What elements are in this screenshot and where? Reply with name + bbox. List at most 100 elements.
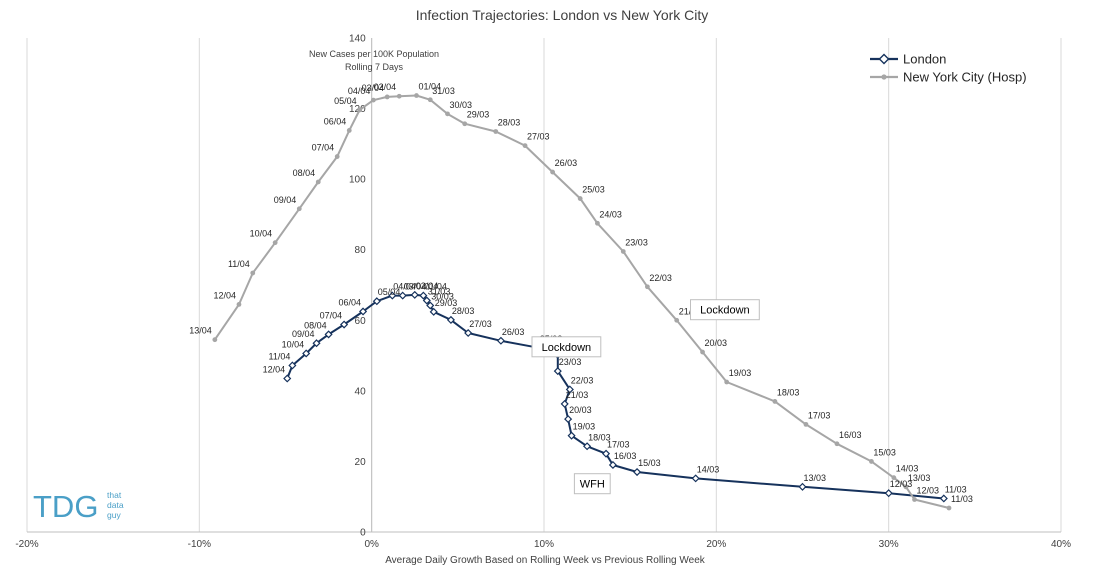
london-point-marker	[464, 328, 473, 338]
nyc-series-line	[213, 94, 950, 509]
london-point-label: 29/03	[435, 298, 458, 308]
nyc-point-label: 04/04	[348, 86, 371, 96]
annotation-label: Lockdown	[542, 342, 592, 354]
annotation-label: Lockdown	[700, 305, 750, 317]
london-point-label: 22/03	[571, 375, 594, 385]
london-point-label: 11/04	[269, 352, 291, 362]
nyc-point-marker	[834, 441, 840, 447]
london-point-label: 15/03	[638, 458, 661, 468]
y-tick-label: 100	[349, 175, 366, 186]
nyc-point-marker	[334, 154, 340, 159]
london-point-marker	[601, 449, 611, 458]
legend-london-marker	[878, 53, 890, 65]
london-point-label: 17/03	[607, 440, 630, 450]
london-point-label: 11/03	[945, 485, 967, 495]
london-point-label: 13/03	[804, 473, 827, 483]
nyc-point-marker	[772, 399, 778, 404]
london-point-marker	[553, 367, 562, 376]
london-point-marker	[798, 482, 807, 491]
nyc-point-marker	[250, 270, 256, 276]
note-line-1: New Cases per 100K Population	[309, 49, 439, 59]
london-point-label: 30/03	[431, 292, 454, 302]
point-labels-layer: 11/0312/0313/0314/0315/0316/0317/0318/03…	[189, 82, 973, 505]
nyc-point-label: 03/04	[362, 83, 385, 93]
nyc-point-marker	[550, 169, 556, 175]
annotation-box	[573, 473, 611, 495]
nyc-point-marker	[493, 129, 499, 134]
nyc-point-marker	[370, 97, 376, 103]
logo-word-2: data	[107, 500, 124, 510]
london-point-label: 26/03	[502, 327, 525, 337]
nyc-point-label: 25/03	[582, 185, 605, 195]
annotation-lockdown: Lockdown	[690, 299, 760, 321]
london-point-marker	[496, 336, 505, 345]
london-point-marker	[422, 296, 431, 305]
london-point-marker	[429, 307, 438, 316]
london-point-marker	[608, 460, 617, 470]
y-tick-label: 20	[355, 457, 367, 468]
y-tick-label: 80	[355, 245, 367, 256]
y-tick-label: 0	[360, 528, 366, 539]
nyc-point-label: 21/03	[679, 306, 702, 316]
nyc-point-label: 06/04	[324, 116, 347, 126]
nyc-point-label: 10/04	[250, 229, 273, 239]
nyc-point-label: 27/03	[527, 132, 550, 142]
nyc-point-marker	[212, 337, 218, 343]
london-point-marker	[340, 320, 349, 329]
london-point-marker	[372, 297, 381, 306]
london-point-label: 18/03	[588, 432, 611, 442]
nyc-point-label: 18/03	[777, 387, 800, 397]
nyc-point-label: 20/03	[705, 338, 728, 348]
nyc-point-marker	[445, 111, 450, 117]
nyc-point-marker	[700, 349, 705, 355]
chart-title: Infection Trajectories: London vs New Yo…	[416, 7, 709, 23]
london-point-marker	[302, 349, 311, 358]
nyc-point-label: 17/03	[808, 410, 831, 420]
london-point-label: 06/04	[338, 298, 361, 308]
london-point-marker	[691, 474, 700, 483]
london-point-label: 04/04	[393, 282, 416, 292]
nyc-point-marker	[315, 179, 321, 185]
london-point-marker	[388, 291, 397, 300]
nyc-point-label: 30/03	[450, 100, 473, 110]
london-point-marker	[884, 489, 893, 498]
x-tick-label: 30%	[879, 539, 899, 550]
london-point-marker	[567, 431, 576, 440]
london-point-label: 14/03	[697, 464, 720, 474]
london-point-label: 23/03	[559, 357, 582, 367]
annotation-box	[690, 299, 760, 321]
london-point-marker	[426, 301, 435, 310]
legend-nyc-marker	[881, 74, 887, 80]
x-tick-label: 0%	[364, 539, 379, 550]
nyc-point-label: 24/03	[599, 209, 622, 219]
london-point-marker	[359, 307, 368, 316]
london-point-marker	[419, 291, 428, 300]
london-point-label: 12/04	[263, 365, 286, 375]
nyc-point-label: 29/03	[467, 110, 490, 120]
london-point-marker	[564, 415, 573, 424]
nyc-point-label: 28/03	[498, 118, 521, 128]
london-point-label: 09/04	[292, 329, 315, 339]
london-point-label: 12/03	[890, 479, 913, 489]
nyc-point-marker	[462, 121, 468, 127]
nyc-point-label: 12/03	[917, 486, 940, 496]
x-axis-title: Average Daily Growth Based on Rolling We…	[385, 555, 706, 566]
london-point-label: 08/04	[304, 320, 327, 330]
london-point-marker	[583, 442, 592, 451]
nyc-point-label: 13/04	[189, 326, 212, 336]
nyc-point-marker	[803, 421, 809, 427]
london-point-marker	[324, 330, 333, 339]
nyc-point-label: 15/03	[873, 447, 896, 457]
series-layer	[212, 93, 952, 511]
nyc-point-marker	[427, 97, 433, 103]
london-point-label: 07/04	[320, 311, 343, 321]
nyc-point-marker	[912, 497, 917, 502]
nyc-point-marker	[645, 284, 650, 290]
annotation-wfh: WFH	[573, 473, 611, 495]
london-point-label: 20/03	[569, 405, 592, 415]
nyc-point-label: 19/03	[729, 368, 752, 378]
annotation-box	[531, 336, 602, 358]
london-point-marker	[446, 315, 455, 324]
